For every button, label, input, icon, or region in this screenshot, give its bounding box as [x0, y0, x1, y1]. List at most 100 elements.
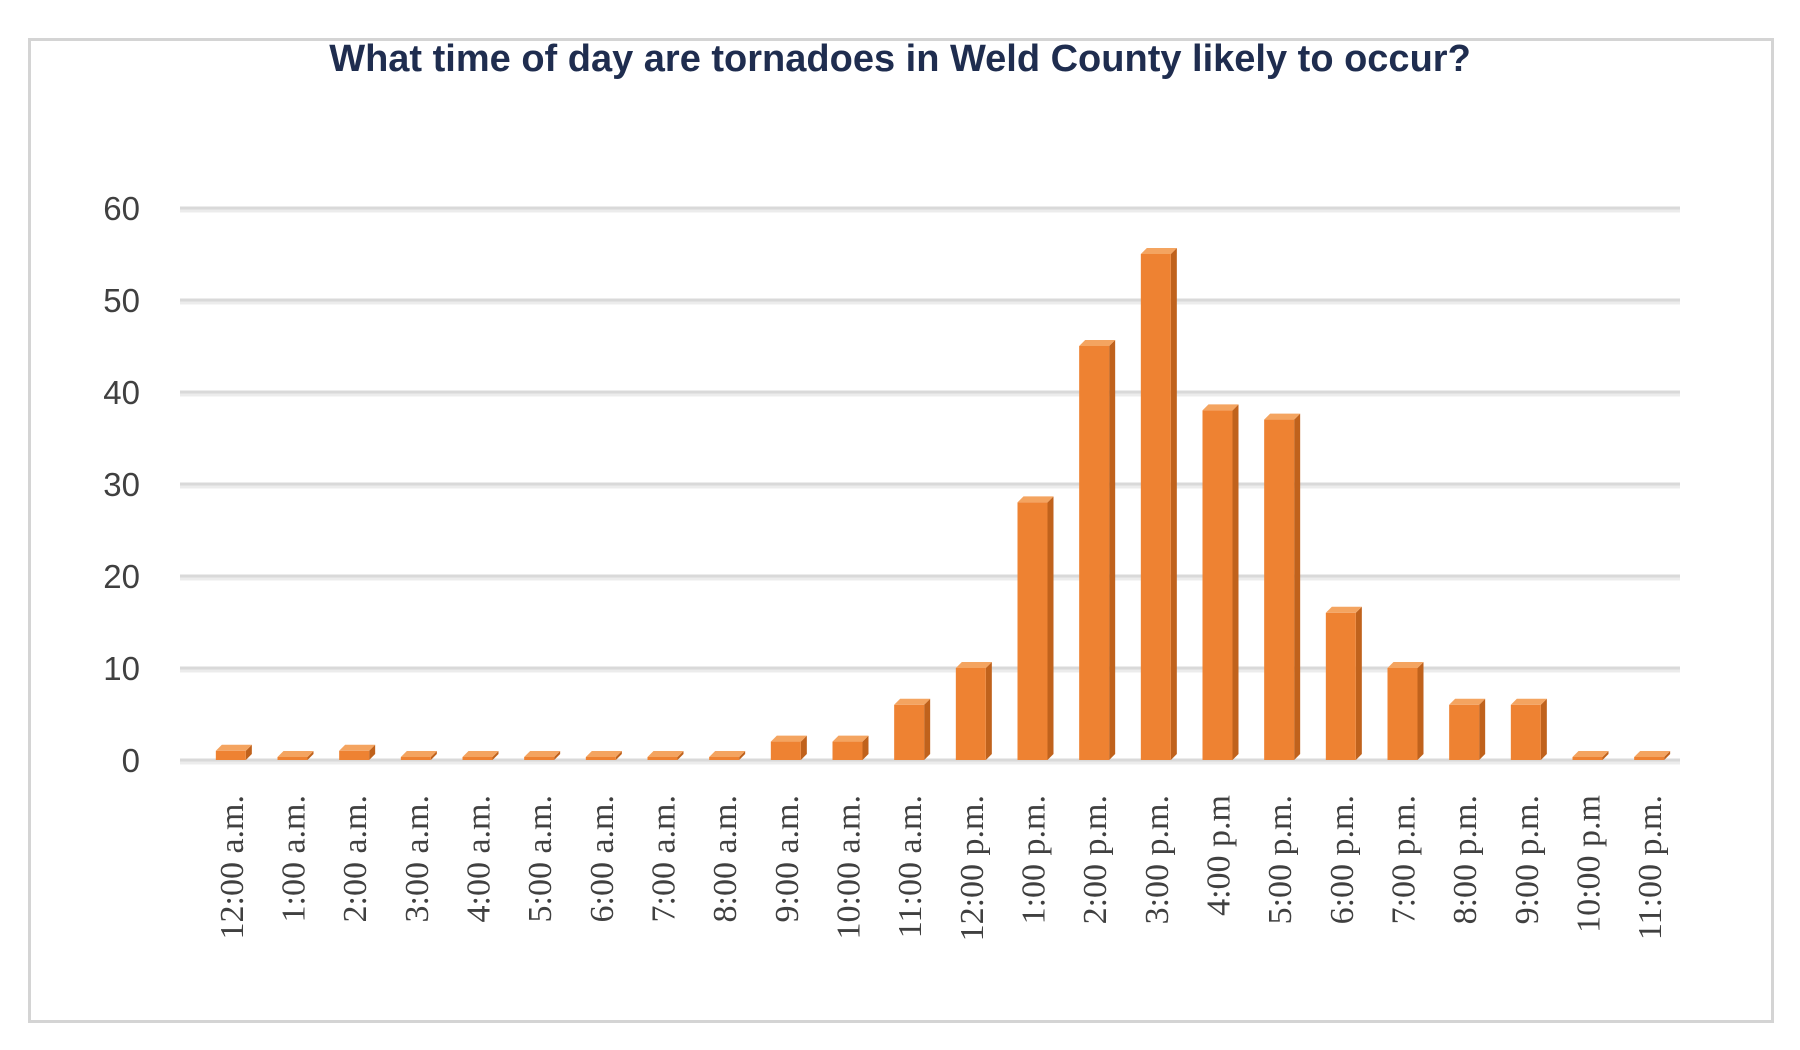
bar-front: [1202, 410, 1233, 760]
bar: [462, 751, 499, 760]
x-tick-label: 12:00 p.m.: [954, 795, 991, 941]
x-tick-label: 5:00 a.m.: [522, 795, 559, 922]
x-tick-label: 2:00 p.m.: [1077, 795, 1114, 924]
bar-front: [1017, 502, 1048, 760]
bar: [585, 751, 622, 760]
bar-top: [400, 751, 437, 757]
x-tick-label: 11:00 p.m.: [1632, 795, 1669, 940]
bar-top: [524, 751, 561, 757]
bar-side: [677, 751, 684, 760]
y-tick-label: 30: [103, 466, 140, 503]
bar-top: [1510, 698, 1547, 705]
x-tick-label: 4:00 a.m.: [461, 795, 498, 922]
x-tick-label: 9:00 a.m.: [769, 795, 806, 922]
bar-front: [1510, 704, 1541, 760]
x-tick-label: 7:00 a.m.: [646, 795, 683, 922]
x-tick-label: 3:00 p.m.: [1139, 795, 1176, 924]
x-tick-label: 1:00 p.m.: [1016, 795, 1053, 924]
bar-top: [1449, 698, 1486, 705]
bar: [524, 751, 561, 760]
bar-top: [1325, 606, 1362, 613]
x-tick-label: 3:00 a.m.: [399, 795, 436, 922]
bar-side: [430, 751, 437, 760]
bar-front: [462, 757, 493, 760]
bar-front: [1634, 757, 1665, 760]
bar-side: [739, 751, 746, 760]
bar-top: [1017, 496, 1054, 503]
bar: [894, 698, 931, 760]
bar-front: [1079, 346, 1110, 760]
bar: [647, 751, 684, 760]
bar-side: [1232, 404, 1239, 760]
bar: [1572, 751, 1609, 760]
x-tick-label: 8:00 p.m.: [1447, 795, 1484, 924]
bar-front: [215, 750, 246, 760]
x-tick-label: 5:00 p.m.: [1262, 795, 1299, 924]
bar-side: [245, 744, 252, 760]
x-tick-label: 9:00 p.m.: [1509, 795, 1546, 924]
bar-front: [1572, 757, 1603, 760]
bar-side: [369, 744, 376, 760]
bar-top: [277, 751, 314, 757]
bar-front: [770, 741, 801, 760]
bar-side: [924, 698, 931, 760]
x-tick-label: 10:00 a.m.: [831, 795, 868, 939]
bar: [339, 744, 376, 760]
bar-side: [1109, 340, 1116, 760]
bar-side: [985, 662, 992, 760]
bar-top: [1140, 248, 1177, 254]
x-tick-label: 10:00 p.m: [1571, 795, 1608, 933]
bar: [1202, 404, 1239, 760]
bar-front: [339, 750, 370, 760]
bar-front: [1387, 668, 1418, 760]
y-tick-label: 10: [103, 650, 140, 687]
bar-side: [554, 751, 561, 760]
bar-side: [1047, 496, 1054, 760]
y-tick-label: 20: [103, 558, 140, 595]
bar-front: [1264, 419, 1295, 760]
bar-side: [800, 735, 807, 760]
bar: [1449, 698, 1486, 760]
bar-side: [1294, 413, 1301, 760]
chart-title: What time of day are tornadoes in Weld C…: [329, 38, 1471, 80]
x-tick-label: 6:00 a.m.: [584, 795, 621, 922]
bar-front: [832, 741, 863, 760]
bar-top: [215, 744, 252, 751]
bar-top: [955, 662, 992, 668]
bar: [1325, 606, 1362, 760]
x-tick-label: 11:00 a.m.: [892, 795, 929, 938]
bar-side: [1355, 606, 1362, 760]
bar-top: [1202, 404, 1239, 411]
bar: [709, 751, 746, 760]
bar: [277, 751, 314, 760]
bar-front: [1325, 612, 1356, 760]
bar-top: [770, 735, 807, 742]
y-tick-label: 60: [103, 190, 140, 227]
bar-top: [339, 744, 376, 751]
x-tick-label: 1:00 a.m.: [276, 795, 313, 922]
bar: [1387, 662, 1424, 760]
bar-top: [647, 751, 684, 757]
bar: [215, 744, 252, 760]
bar: [1264, 413, 1301, 760]
bar-top: [1634, 751, 1671, 757]
bar-side: [492, 751, 499, 760]
bar-side: [1602, 751, 1609, 760]
bar-top: [894, 698, 931, 705]
bar-side: [1540, 698, 1547, 760]
x-tick-label: 12:00 a.m.: [214, 795, 251, 939]
bar-front: [647, 757, 678, 760]
bar-front: [1449, 704, 1480, 760]
bar-front: [585, 757, 616, 760]
bar-front: [894, 704, 925, 760]
y-tick-label: 0: [122, 742, 140, 779]
bar-side: [1170, 248, 1177, 760]
bar-top: [832, 735, 869, 742]
bar: [1634, 751, 1671, 760]
y-tick-label: 50: [103, 282, 140, 319]
chart-frame: [28, 38, 1774, 1023]
bar-side: [1479, 698, 1486, 760]
x-tick-label: 4:00 p.m: [1201, 795, 1238, 916]
x-tick-label: 7:00 p.m.: [1386, 795, 1423, 924]
bar: [1510, 698, 1547, 760]
